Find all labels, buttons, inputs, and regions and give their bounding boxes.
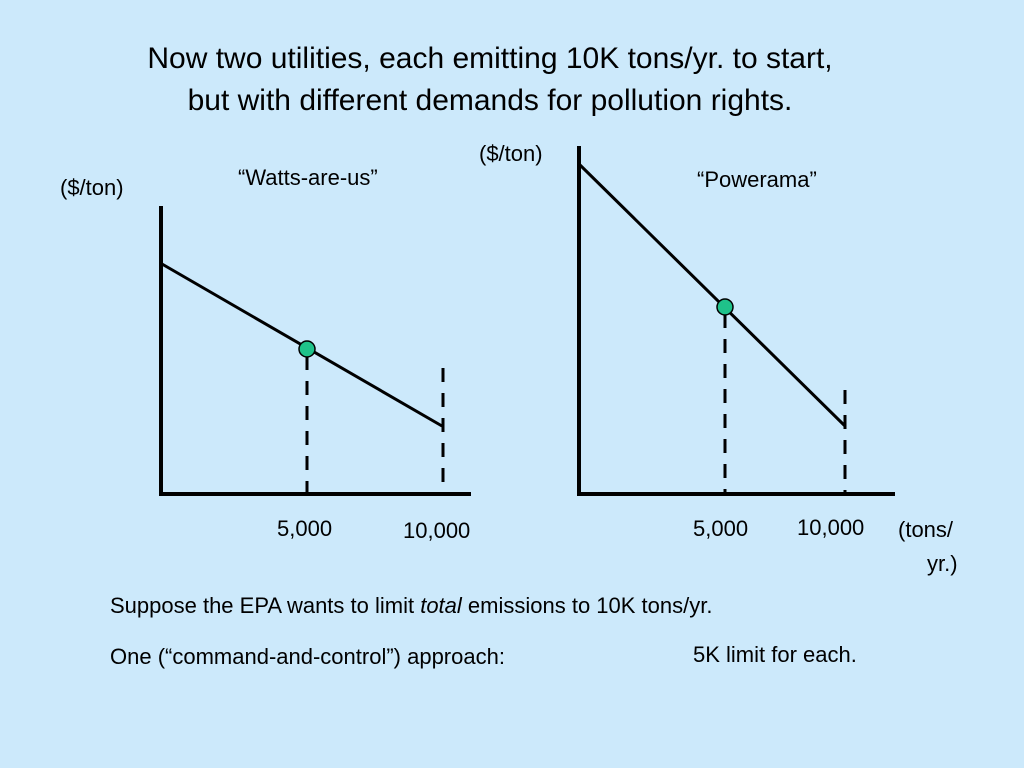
right-marker-point bbox=[716, 298, 734, 316]
right-graph-title: “Powerama” bbox=[697, 167, 817, 192]
title-line-1: Now two utilities, each emitting 10K ton… bbox=[147, 42, 833, 75]
right-demand-curve bbox=[578, 163, 847, 428]
epa-text-italic: total bbox=[420, 593, 462, 618]
slide-title: Now two utilities, each emitting 10K ton… bbox=[40, 38, 940, 122]
right-tick-5000: 5,000 bbox=[693, 516, 749, 541]
approach-label: One (“command-and-control”) approach: bbox=[110, 644, 505, 669]
right-x-axis-label-line2: yr.) bbox=[927, 551, 958, 576]
left-demand-graph bbox=[159, 206, 471, 496]
left-marker-point bbox=[298, 340, 316, 358]
epa-limit-statement: Suppose the EPA wants to limit total emi… bbox=[110, 592, 712, 620]
right-x-axis-label-line1: (tons/ bbox=[898, 517, 954, 542]
left-tick-5000: 5,000 bbox=[277, 516, 333, 541]
left-graph-title: “Watts-are-us” bbox=[238, 165, 378, 190]
left-y-axis-label: ($/ton) bbox=[60, 175, 124, 200]
epa-text-pre: Suppose the EPA wants to limit bbox=[110, 593, 421, 618]
approach-value: 5K limit for each. bbox=[693, 642, 857, 667]
right-tick-10000: 10,000 bbox=[797, 515, 865, 540]
title-line-2: but with different demands for pollution… bbox=[187, 84, 793, 117]
right-demand-graph bbox=[577, 146, 895, 496]
right-y-axis-label: ($/ton) bbox=[479, 141, 543, 166]
left-tick-10000: 10,000 bbox=[403, 518, 471, 543]
epa-text-post: emissions to 10K tons/yr. bbox=[461, 593, 713, 618]
